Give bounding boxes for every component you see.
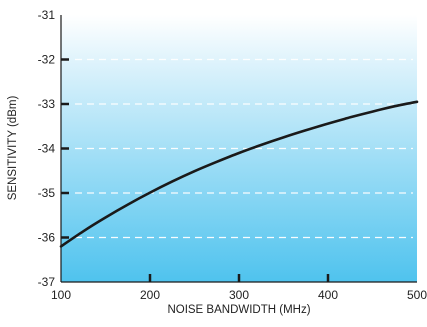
x-axis-title: NOISE BANDWIDTH (MHz): [167, 304, 310, 316]
y-tick-label: -35: [38, 186, 56, 200]
y-tick-label: -34: [38, 142, 56, 156]
x-tick-label: 300: [229, 288, 249, 302]
x-tick-label: 400: [318, 288, 338, 302]
x-tick-label: 200: [140, 288, 160, 302]
y-tick-label: -32: [38, 53, 56, 67]
y-tick-label: -31: [38, 8, 56, 22]
x-tick-label: 100: [51, 288, 71, 302]
ticks: [61, 58, 330, 282]
gridlines: [75, 58, 413, 239]
y-tick-label: -36: [38, 231, 56, 245]
x-tick-label: 500: [407, 288, 427, 302]
y-axis-title: SENSITIVITY (dBm): [7, 96, 19, 201]
series-layer: [59, 100, 419, 248]
y-tick-label: -33: [38, 97, 56, 111]
tick-labels: -37 -36 -35 -34 -33 -32 -31 100 200 300 400 500: [38, 8, 427, 302]
series-line: [59, 100, 419, 248]
y-tick-label: -37: [38, 275, 56, 289]
